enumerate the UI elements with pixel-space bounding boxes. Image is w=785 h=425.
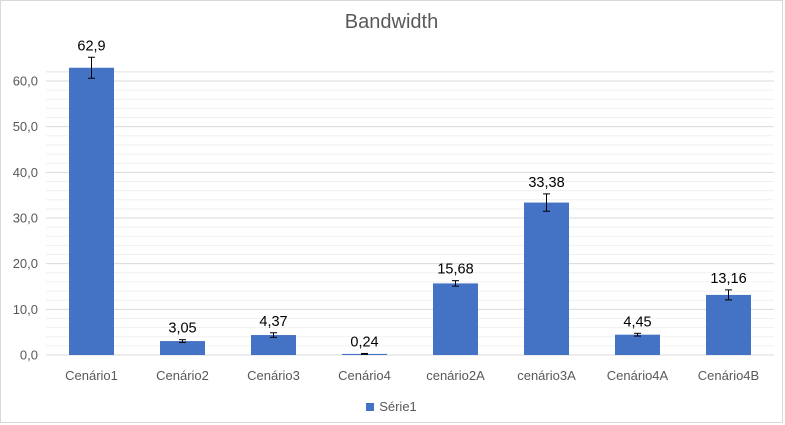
y-tick-label: 50,0: [13, 119, 38, 134]
data-label: 0,24: [350, 334, 378, 350]
y-tick-label: 60,0: [13, 74, 38, 89]
x-tick-label: Cenário4: [338, 368, 391, 383]
bar: [524, 202, 569, 355]
bar: [433, 283, 478, 355]
data-label: 62,9: [77, 38, 105, 54]
data-label: 33,38: [528, 175, 564, 191]
y-tick-label: 40,0: [13, 165, 38, 180]
x-tick-label: cenário3A: [517, 368, 576, 383]
x-tick-label: Cenário2: [156, 368, 209, 383]
x-tick-label: Cenário4A: [607, 368, 669, 383]
x-tick-label: cenário2A: [426, 368, 485, 383]
data-label: 4,37: [259, 314, 287, 330]
bar: [69, 67, 114, 356]
x-tick-label: Cenário4B: [698, 368, 759, 383]
y-tick-label: 20,0: [13, 256, 38, 271]
chart-title: Bandwidth: [344, 11, 439, 33]
data-label: 3,05: [168, 321, 196, 337]
y-tick-label: 30,0: [13, 211, 38, 226]
y-tick-label: 10,0: [13, 302, 38, 317]
data-label: 15,68: [437, 262, 473, 278]
x-tick-label: Cenário3: [247, 368, 300, 383]
bar: [160, 341, 205, 355]
bar: [251, 335, 296, 355]
data-label: 13,16: [710, 271, 746, 287]
y-tick-label: 0,0: [20, 348, 38, 363]
bar: [615, 334, 660, 355]
data-label: 4,45: [623, 314, 651, 330]
legend: Série1: [1, 399, 782, 414]
x-tick-label: Cenário1: [65, 368, 118, 383]
legend-label: Série1: [379, 399, 417, 414]
bar: [706, 294, 751, 355]
legend-swatch: [366, 402, 375, 411]
